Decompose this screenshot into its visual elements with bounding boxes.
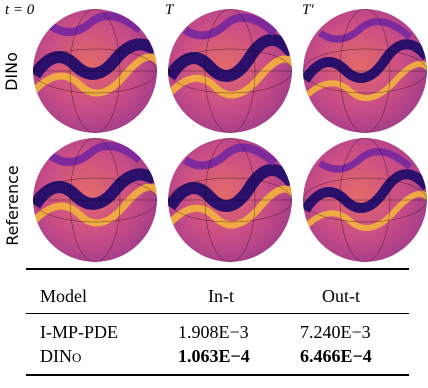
header-in-t: In-t [208, 286, 234, 306]
row-model-impde: I-MP-PDE [40, 322, 119, 342]
row-dino-out-t: 6.466E−4 [300, 346, 372, 366]
column-label-t0: t = 0 [5, 2, 35, 18]
sphere-dino-Tprime [303, 9, 427, 133]
table-top-rule [26, 268, 409, 270]
row-label-reference: Reference [2, 165, 22, 246]
row-label-dino: DINo [1, 52, 21, 91]
row-model-dino: DINo [40, 346, 82, 366]
row-impde-out-t: 7.240E−3 [300, 322, 371, 342]
sphere-reference-t0 [33, 138, 157, 262]
header-model: Model [40, 286, 87, 306]
sphere-grid [33, 9, 427, 262]
header-out-t: Out-t [322, 286, 360, 306]
row-impde-in-t: 1.908E−3 [178, 322, 249, 342]
sphere-figure: t = 0 T T′ DINo Reference [1, 2, 427, 262]
column-label-Tprime: T′ [302, 2, 314, 18]
sphere-dino-T [168, 9, 292, 133]
table-bottom-rule [26, 374, 409, 376]
sphere-reference-T [168, 138, 292, 262]
table-mid-rule [26, 313, 409, 314]
row-dino-in-t: 1.063E−4 [178, 346, 250, 366]
sphere-reference-Tprime [303, 138, 427, 262]
sphere-dino-t0 [33, 9, 157, 133]
column-label-T: T [165, 2, 174, 18]
